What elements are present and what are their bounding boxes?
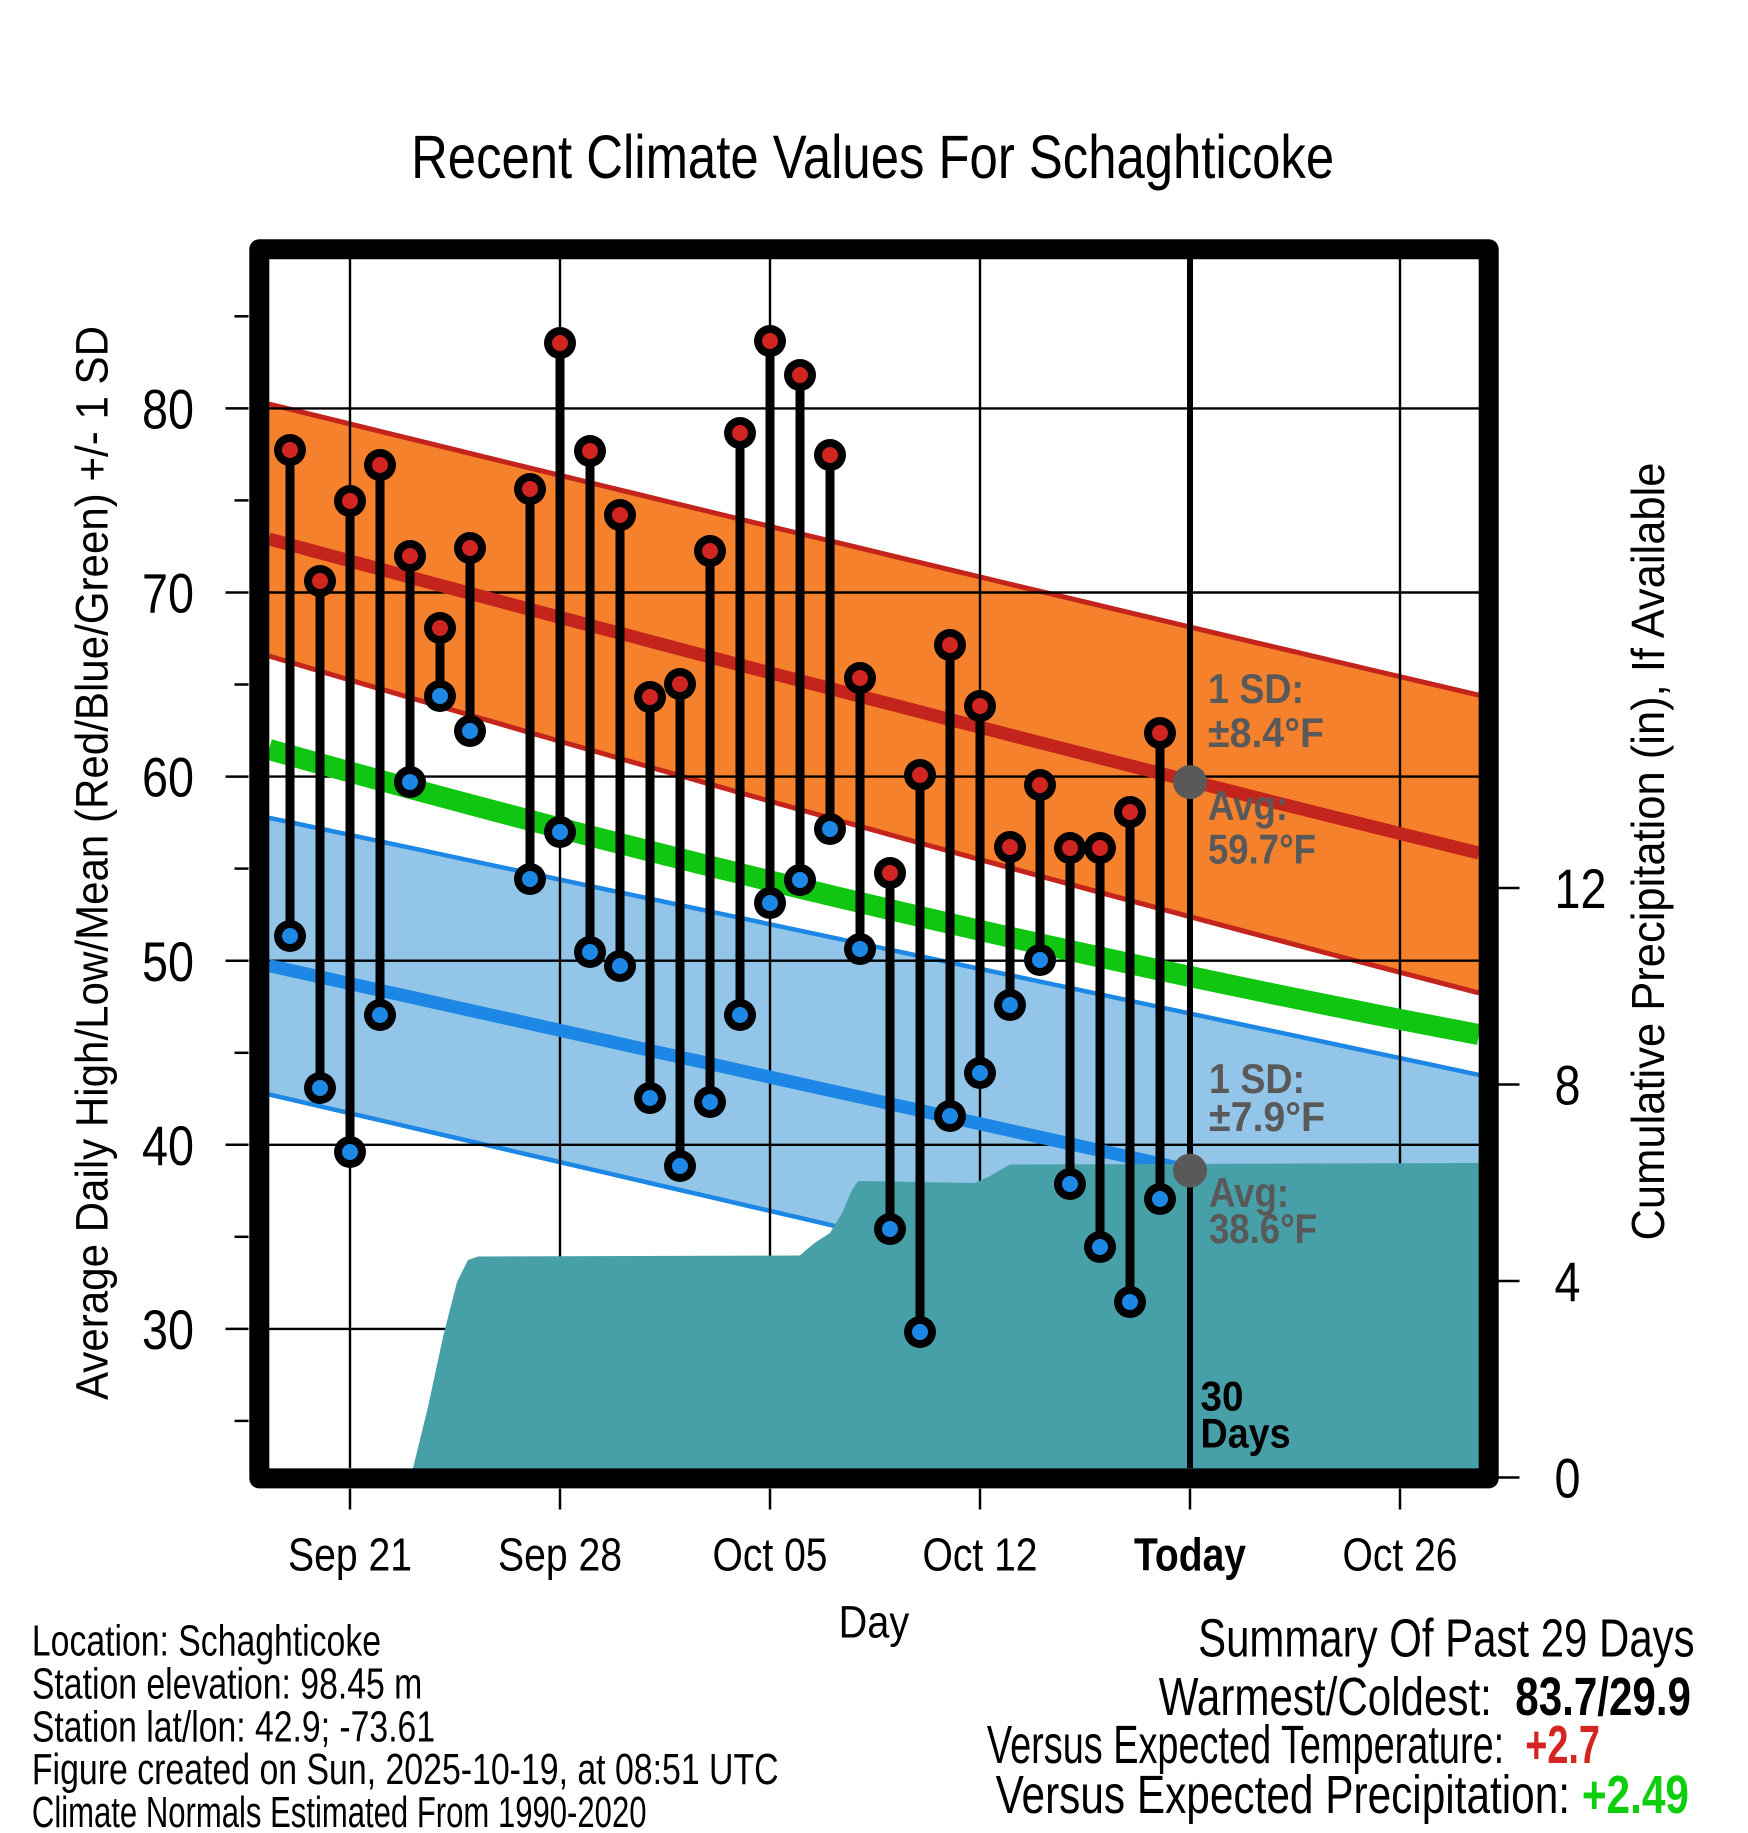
svg-text:Sep 21: Sep 21 xyxy=(288,1529,412,1581)
svg-text:Oct 26: Oct 26 xyxy=(1343,1529,1458,1581)
svg-text:Summary Of Past 29 Days: Summary Of Past 29 Days xyxy=(1198,1609,1695,1669)
svg-text:Versus Expected Precipitation:: Versus Expected Precipitation: +2.49 xyxy=(996,1765,1689,1825)
svg-text:Climate Normals Estimated From: Climate Normals Estimated From 1990-2020 xyxy=(32,1789,647,1828)
svg-text:Days: Days xyxy=(1201,1410,1291,1457)
svg-text:Avg:: Avg: xyxy=(1208,782,1288,829)
svg-text:Cumulative Precipitation (in),: Cumulative Precipitation (in), If Availa… xyxy=(1622,463,1674,1241)
svg-text:Average Daily High/Low/Mean (R: Average Daily High/Low/Mean (Red/Blue/Gr… xyxy=(66,326,117,1400)
svg-text:Today: Today xyxy=(1134,1529,1246,1581)
svg-text:Warmest/Coldest: 83.7/29.9: Warmest/Coldest: 83.7/29.9 xyxy=(1159,1667,1691,1727)
svg-text:1 SD:: 1 SD: xyxy=(1208,665,1304,712)
svg-text:4: 4 xyxy=(1555,1250,1581,1313)
svg-text:30: 30 xyxy=(142,1298,194,1361)
svg-text:Oct 05: Oct 05 xyxy=(713,1529,828,1581)
svg-text:Location: Schaghticoke: Location: Schaghticoke xyxy=(32,1618,381,1666)
svg-text:12: 12 xyxy=(1555,857,1607,920)
svg-text:0: 0 xyxy=(1555,1447,1581,1510)
svg-text:40: 40 xyxy=(142,1114,194,1177)
svg-text:Figure created on Sun, 2025-10: Figure created on Sun, 2025-10-19, at 08… xyxy=(32,1746,779,1794)
svg-text:59.7°F: 59.7°F xyxy=(1208,825,1316,872)
svg-text:80: 80 xyxy=(142,377,194,440)
svg-text:70: 70 xyxy=(142,562,194,625)
svg-text:Station elevation: 98.45 m: Station elevation: 98.45 m xyxy=(32,1660,422,1708)
svg-text:50: 50 xyxy=(142,930,194,993)
svg-text:8: 8 xyxy=(1555,1054,1581,1117)
svg-text:Avg:: Avg: xyxy=(1209,1169,1289,1216)
svg-text:38.6°F: 38.6°F xyxy=(1209,1205,1317,1252)
svg-text:1 SD:: 1 SD: xyxy=(1209,1055,1305,1102)
svg-text:Day: Day xyxy=(839,1596,910,1647)
svg-text:Recent Climate Values For Scha: Recent Climate Values For Schaghticoke xyxy=(411,123,1334,191)
svg-text:30: 30 xyxy=(1201,1373,1244,1420)
svg-text:60: 60 xyxy=(142,746,194,809)
svg-text:Oct 12: Oct 12 xyxy=(923,1529,1038,1581)
svg-text:Station lat/lon: 42.9; -73.61: Station lat/lon: 42.9; -73.61 xyxy=(32,1703,435,1751)
svg-text:±7.9°F: ±7.9°F xyxy=(1209,1093,1325,1140)
svg-text:Versus Expected Temperature:: Versus Expected Temperature: +2.7 xyxy=(987,1715,1600,1775)
svg-text:±8.4°F: ±8.4°F xyxy=(1208,709,1324,756)
svg-text:Sep 28: Sep 28 xyxy=(498,1529,622,1581)
